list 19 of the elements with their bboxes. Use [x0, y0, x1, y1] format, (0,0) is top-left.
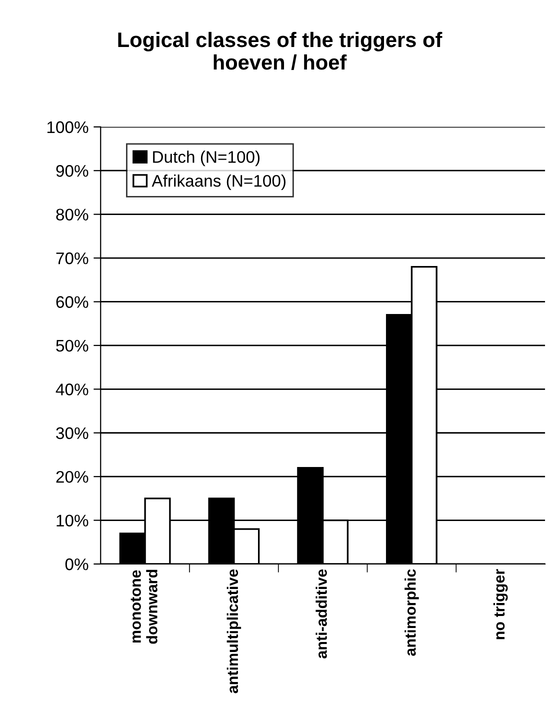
y-tick-label: 100%: [47, 121, 88, 134]
chart-title: Logical classes of the triggers of hoeven / hoef: [118, 32, 442, 70]
y-tick-label: 10%: [56, 514, 88, 526]
y-tick-label: 40%: [56, 384, 88, 396]
y-tick-label: 80%: [56, 208, 88, 221]
y-tick-label: 20%: [56, 470, 88, 483]
x-tick-label: antimorphic: [404, 569, 419, 656]
x-tick-label: no trigger: [493, 569, 508, 640]
y-tick-label: 50%: [56, 340, 88, 352]
y-tick-label: 0%: [65, 558, 88, 570]
y-tick-label: 60%: [56, 296, 88, 308]
y-tick-label: 90%: [56, 165, 88, 177]
y-tick-label: 30%: [56, 427, 88, 440]
legend-label: Afrikaans (N=100): [152, 174, 286, 190]
legend-label: Dutch (N=100): [153, 150, 260, 166]
x-tick-label: antimultiplicative: [226, 569, 242, 694]
x-tick-label: monotone downward: [130, 570, 158, 644]
x-tick-label: anti-additive: [316, 569, 327, 658]
y-tick-label: 70%: [56, 252, 88, 264]
